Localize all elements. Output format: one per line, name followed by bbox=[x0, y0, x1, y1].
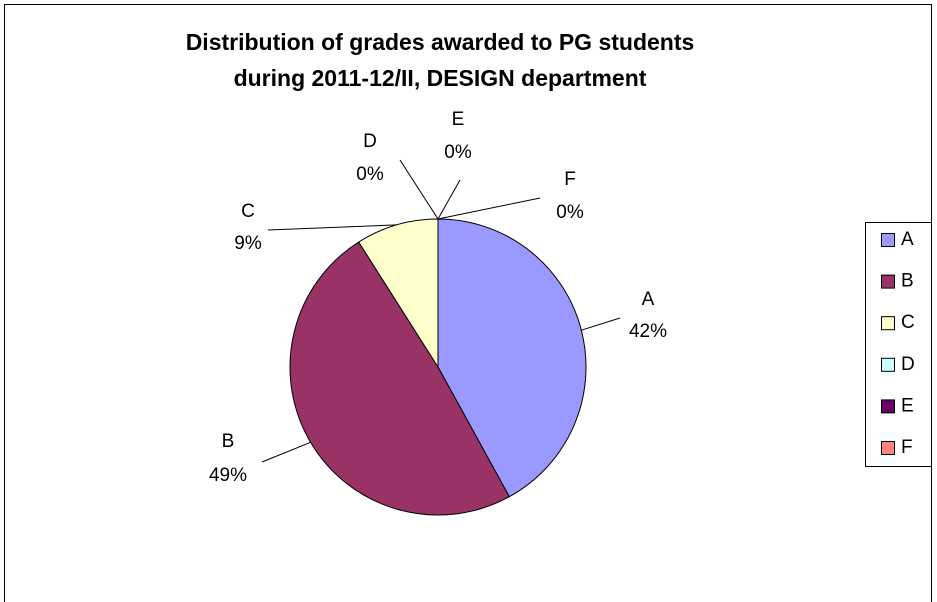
legend-label: A bbox=[901, 229, 914, 250]
legend-box bbox=[865, 222, 932, 467]
leader-line bbox=[581, 317, 621, 331]
slice-label: F bbox=[564, 169, 576, 190]
legend-label: D bbox=[901, 354, 915, 375]
slice-label: E bbox=[452, 109, 465, 130]
slice-value: 49% bbox=[209, 465, 247, 486]
slice-label: C bbox=[241, 201, 255, 222]
slice-label: D bbox=[363, 131, 377, 152]
legend-label: B bbox=[901, 271, 914, 292]
chart-title: Distribution of grades awarded to PG stu… bbox=[186, 29, 695, 55]
leader-line bbox=[261, 441, 311, 463]
pie-slice bbox=[358, 218, 439, 369]
slice-value: 9% bbox=[234, 233, 262, 254]
chart-title: during 2011-12/II, DESIGN department bbox=[234, 65, 647, 91]
slice-label: A bbox=[642, 289, 655, 310]
legend-swatch bbox=[881, 357, 895, 372]
legend-swatch bbox=[881, 441, 895, 455]
legend-label: E bbox=[901, 395, 914, 416]
slice-value: 0% bbox=[356, 164, 384, 185]
legend-swatch bbox=[881, 399, 895, 414]
legend-swatch bbox=[881, 316, 895, 331]
legend-swatch bbox=[881, 274, 895, 289]
slice-label: B bbox=[222, 431, 235, 452]
leader-line bbox=[399, 159, 439, 220]
leader-line bbox=[267, 224, 397, 231]
leader-line bbox=[437, 179, 461, 220]
legend-swatch bbox=[881, 233, 895, 247]
pie-slice bbox=[289, 241, 510, 516]
leader-line bbox=[437, 197, 541, 220]
legend-label: C bbox=[901, 312, 915, 333]
pie-slice bbox=[437, 218, 587, 498]
slice-value: 0% bbox=[556, 202, 584, 223]
legend-label: F bbox=[901, 437, 913, 458]
slice-value: 42% bbox=[629, 321, 667, 342]
slice-value: 0% bbox=[444, 142, 472, 163]
